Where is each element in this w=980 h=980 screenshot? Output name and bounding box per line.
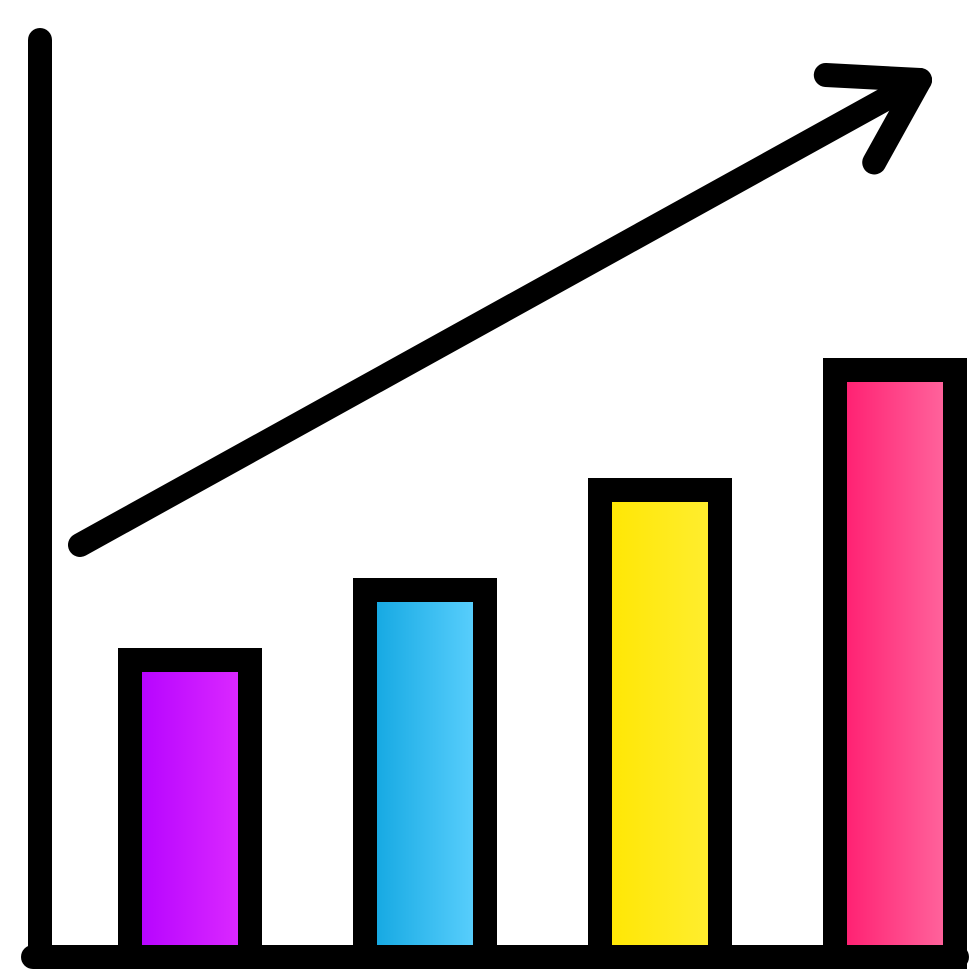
bar-1 (130, 660, 250, 957)
bar-3 (600, 490, 720, 957)
chart-svg (0, 0, 980, 980)
arrow-head-lower (826, 75, 920, 80)
bar-4 (835, 370, 955, 957)
arrow-shaft (80, 80, 920, 545)
growth-bar-chart-icon (0, 0, 980, 980)
trend-arrow (80, 75, 920, 545)
bar-2 (365, 590, 485, 957)
